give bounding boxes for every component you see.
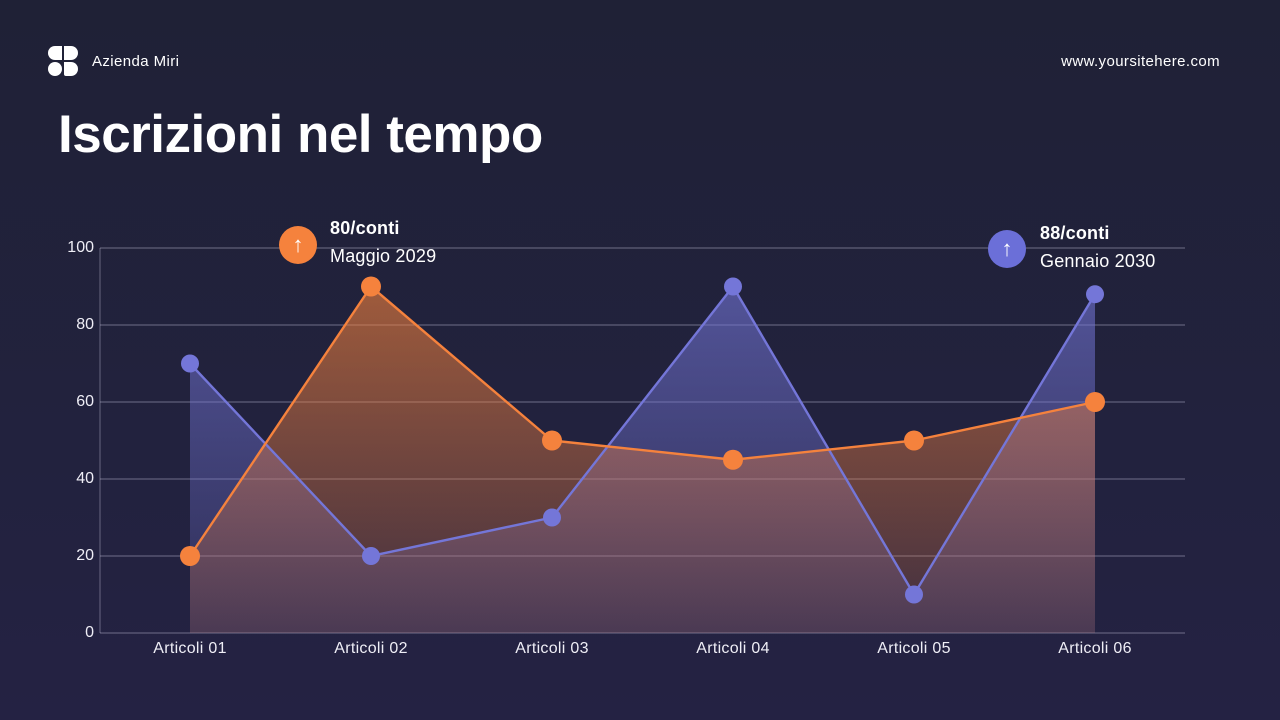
y-axis-tick-label: 100 [67,239,94,256]
brand-logo-icon [48,46,78,76]
orange-series-point [1085,392,1105,412]
page-title: Iscrizioni nel tempo [58,105,543,164]
website-url: www.yoursitehere.com [1061,52,1220,70]
arrow-up-icon: ↑ [279,226,317,264]
slide-header: Azienda Miri www.yoursitehere.com [48,46,1220,76]
y-axis-tick-label: 0 [85,624,94,641]
arrow-up-icon: ↑ [988,230,1026,268]
purple-series-point [362,547,380,565]
orange-series-point [542,430,562,451]
x-axis-tick-label: Articoli 06 [1058,640,1132,657]
purple-series-point [543,508,561,527]
purple-series-point [905,585,923,604]
brand: Azienda Miri [48,46,179,76]
orange-series-area-fill [190,286,1095,633]
orange-series-point [361,276,381,297]
purple-series-point [181,354,199,373]
orange-series-point [723,449,743,470]
orange-series-point [904,430,924,451]
purple-series-line [189,285,1097,596]
y-axis-tick-label: 60 [76,393,94,410]
arrow-up-glyph: ↑ [292,232,304,257]
annotation-value: 80/conti [330,218,400,238]
chart-annotation: 88/conti Gennaio 2030 [1040,219,1156,275]
annotation-date: Gennaio 2030 [1040,251,1156,271]
x-axis-tick-label: Articoli 04 [696,640,770,657]
y-axis-tick-label: 20 [76,547,94,564]
annotation-date: Maggio 2029 [330,246,437,266]
y-axis-tick-label: 40 [76,470,94,487]
chart-annotation: 80/conti Maggio 2029 [330,214,436,270]
orange-series-point [180,546,200,566]
x-axis-tick-label: Articoli 01 [153,640,227,657]
x-axis-tick-label: Articoli 03 [515,640,589,657]
x-axis-tick-label: Articoli 02 [334,640,408,657]
brand-name: Azienda Miri [92,52,180,70]
arrow-up-glyph: ↑ [1001,236,1013,261]
annotation-value: 88/conti [1040,223,1110,243]
y-axis-tick-label: 80 [76,316,94,333]
orange-series-line [189,285,1096,557]
purple-series-point [724,277,742,296]
purple-series-point [1086,285,1104,304]
x-axis-tick-label: Articoli 05 [877,640,951,657]
